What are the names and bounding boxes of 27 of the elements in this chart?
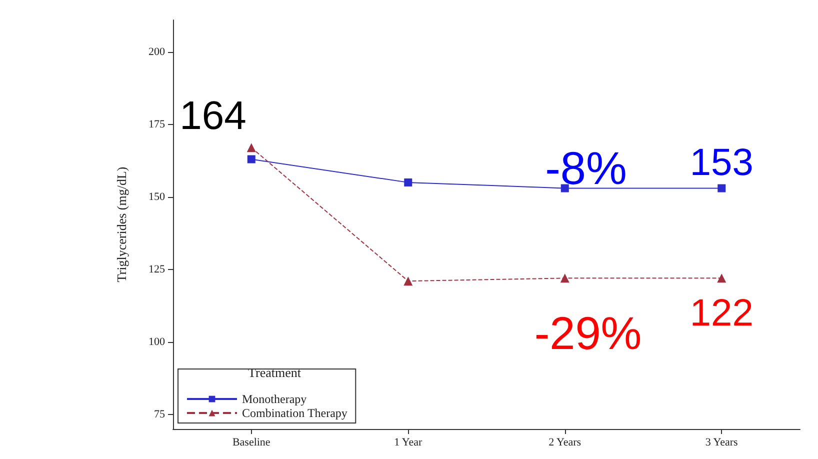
point [560,274,570,283]
annotation: 164 [180,94,246,138]
point [560,184,569,192]
y-axis-title: Triglycerides (mg/dL) [114,166,129,282]
annotation: -29% [534,307,642,359]
annotation: -8% [545,142,627,194]
x-tick-label: Baseline [232,436,270,448]
y-tick-label: 175 [148,118,166,130]
point [246,143,256,152]
point [404,178,412,186]
y-tick-label: 75 [154,408,166,420]
legend-label: Combination Therapy [242,406,348,420]
x-tick-label: 2 Years [548,436,582,448]
point [247,155,256,164]
data-label: 153 [690,142,754,184]
point [718,184,726,192]
legend-label: Monotherapy [242,392,307,406]
y-tick-label: 150 [148,190,166,203]
x-tick-label: 1 Year [394,436,423,448]
point [404,276,413,286]
point [717,274,726,283]
data-label: 122 [690,292,754,335]
y-tick-label: 100 [148,336,166,348]
x-tick-label: 3 Years [705,436,738,448]
y-tick-label: 125 [148,263,166,276]
y-tick-label: 200 [148,46,166,58]
legend-title: Treatment [248,365,302,380]
